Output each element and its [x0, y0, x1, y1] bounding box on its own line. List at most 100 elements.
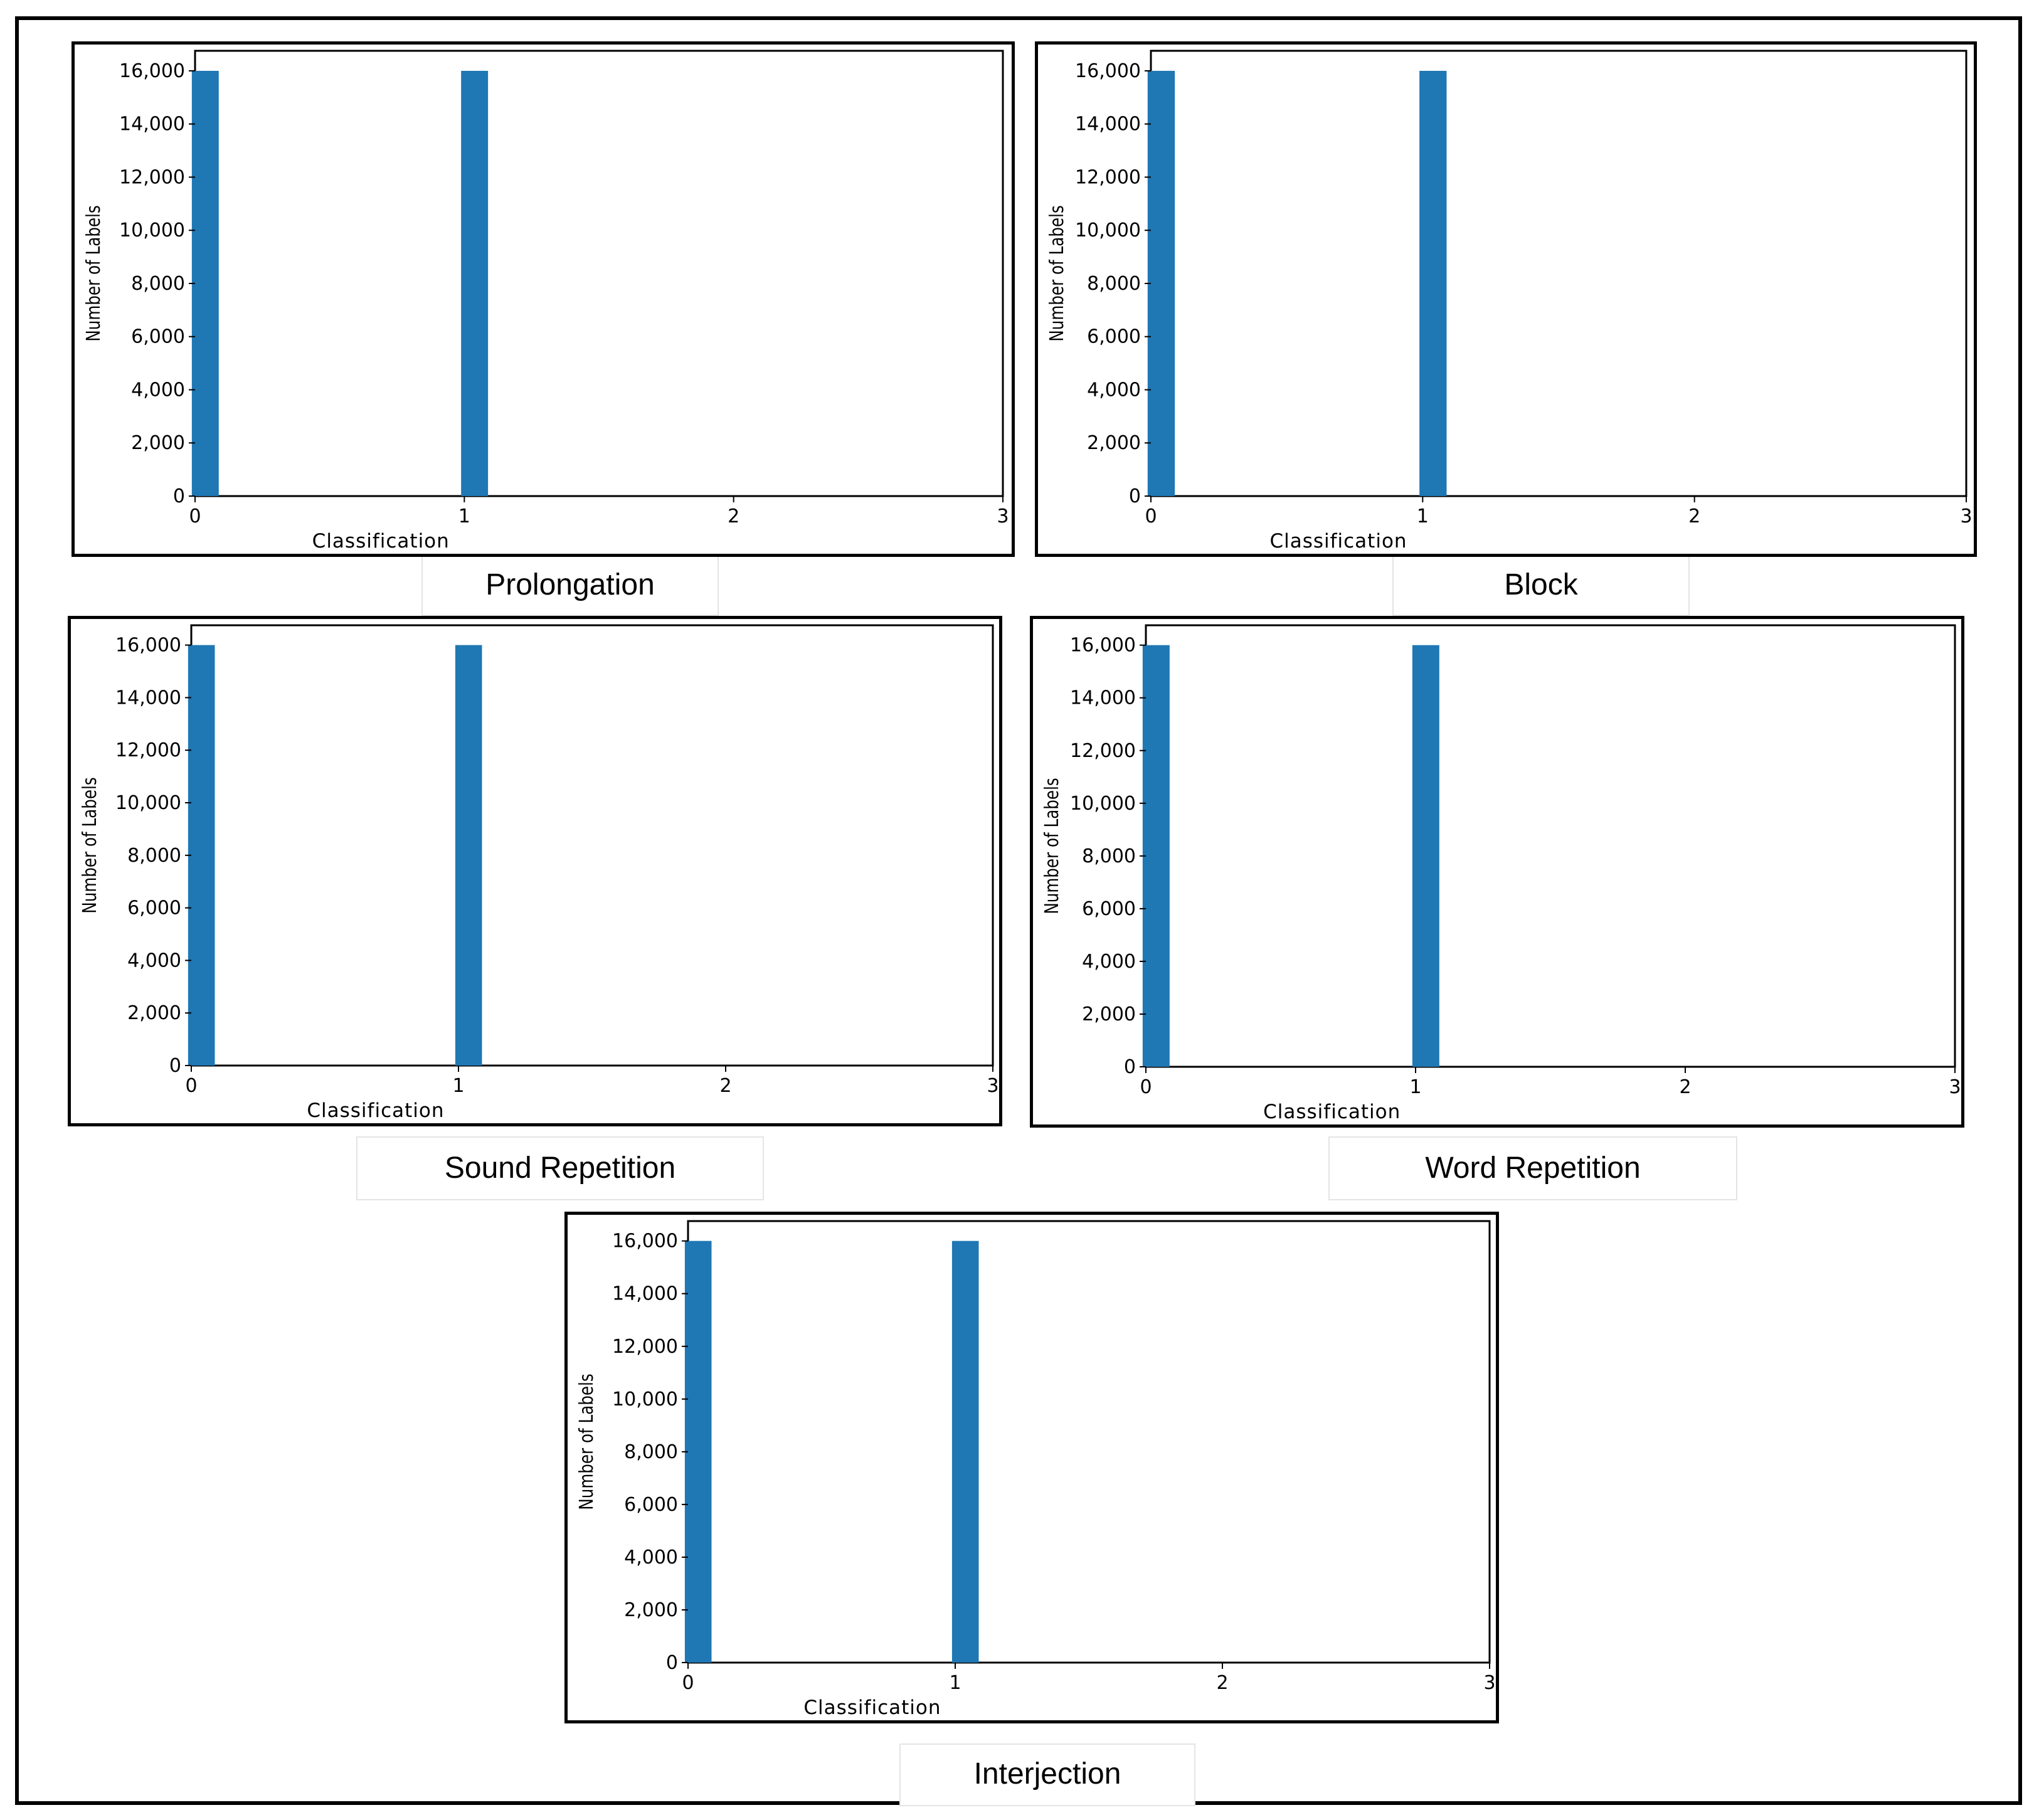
y-tick-label: 10,000	[1070, 793, 1136, 815]
y-tick-label: 6,000	[131, 326, 185, 348]
bar-0	[191, 70, 219, 496]
plot-area-frame	[194, 50, 1004, 497]
plot-area-frame	[1145, 624, 1956, 1068]
x-tick-label: 0	[1145, 505, 1157, 527]
y-tick-label: 12,000	[115, 739, 181, 761]
x-tick-label: 3	[1949, 1076, 1961, 1098]
caption-block: Block	[1392, 557, 1690, 616]
y-tick-label: 0	[1124, 1056, 1136, 1078]
y-tick-label: 8,000	[624, 1441, 678, 1463]
y-tick-label: 16,000	[1075, 60, 1141, 82]
y-tick-label: 0	[173, 485, 185, 507]
x-tick-label: 1	[1409, 1076, 1421, 1098]
y-tick-label: 8,000	[1087, 273, 1141, 295]
plot-area-frame	[1150, 50, 1968, 497]
x-tick-label: 3	[997, 505, 1009, 527]
y-tick-label: 16,000	[612, 1230, 678, 1252]
x-tick-label: 3	[987, 1075, 998, 1097]
x-tick-label: 0	[682, 1672, 694, 1694]
y-tick-label: 12,000	[1070, 740, 1136, 762]
y-axis-label: Number of Labels	[576, 1373, 598, 1510]
x-tick-label: 3	[1960, 505, 1972, 527]
y-tick-label: 14,000	[612, 1283, 678, 1305]
chart-panel-sound-repetition: 0 2,000 4,000 6,000 8,000 10,000 12,000 14,000 1…	[68, 616, 1002, 1126]
y-tick-label: 0	[169, 1055, 181, 1077]
x-tick-label: 2	[719, 1075, 731, 1097]
y-tick-label: 2,000	[624, 1599, 678, 1621]
x-axis-label: Classification	[1269, 530, 1407, 553]
y-tick-label: 14,000	[119, 114, 185, 135]
x-tick-label: 0	[185, 1075, 197, 1097]
y-axis-label: Number of Labels	[1047, 205, 1068, 341]
bar-0	[188, 645, 215, 1066]
y-tick-label: 4,000	[624, 1547, 678, 1569]
x-tick-label: 2	[1688, 505, 1700, 527]
y-tick-label: 0	[666, 1652, 678, 1674]
y-tick-label: 14,000	[1075, 114, 1141, 135]
histogram-block: 0 2,000 4,000 6,000 8,000 10,000 12,000 14,000 1…	[1047, 50, 1973, 553]
x-tick-label: 1	[452, 1075, 464, 1097]
chart-panel-block: 0 2,000 4,000 6,000 8,000 10,000 12,000 14,000 1…	[1035, 41, 1977, 557]
y-tick-label: 14,000	[1070, 687, 1136, 709]
y-tick-label: 6,000	[127, 897, 181, 919]
x-axis-label: Classification	[307, 1099, 444, 1122]
x-tick-label: 2	[728, 505, 739, 527]
x-tick-label: 0	[189, 505, 201, 527]
y-tick-label: 8,000	[127, 845, 181, 867]
y-tick-label: 2,000	[1082, 1003, 1136, 1025]
histogram-interjection: 0 2,000 4,000 6,000 8,000 10,000 12,000 14,000 1…	[576, 1220, 1496, 1719]
y-tick-label: 4,000	[131, 379, 185, 401]
x-axis-label: Classification	[1263, 1101, 1401, 1123]
x-tick-label: 0	[1140, 1076, 1152, 1098]
chart-panel-word-repetition: 0 2,000 4,000 6,000 8,000 10,000 12,000 14,000 1…	[1030, 616, 1964, 1128]
histogram-prolongation: 0 2,000 4,000 6,000 8,000 10,000 12,000 14,000 1…	[83, 50, 1009, 553]
caption-sound-repetition: Sound Repetition	[356, 1136, 764, 1200]
y-tick-label: 12,000	[1075, 166, 1141, 188]
y-tick-label: 8,000	[1082, 845, 1136, 867]
caption-word-repetition: Word Repetition	[1328, 1136, 1737, 1200]
bar-1	[455, 645, 482, 1066]
y-axis-label: Number of Labels	[1042, 778, 1063, 914]
bar-0	[1147, 70, 1175, 496]
x-axis-label: Classification	[803, 1696, 941, 1719]
y-tick-label: 12,000	[612, 1336, 678, 1358]
plot-area-frame	[687, 1220, 1491, 1664]
y-tick-label: 16,000	[1070, 635, 1136, 657]
histogram-word-repetition: 0 2,000 4,000 6,000 8,000 10,000 12,000 14,000 1…	[1042, 624, 1961, 1123]
y-tick-label: 4,000	[1082, 951, 1136, 973]
y-tick-label: 10,000	[612, 1389, 678, 1410]
bar-1	[1419, 70, 1447, 496]
x-tick-label: 1	[458, 505, 470, 527]
x-tick-label: 1	[949, 1672, 961, 1694]
y-tick-label: 2,000	[1087, 432, 1141, 454]
y-tick-label: 12,000	[119, 166, 185, 188]
x-tick-label: 1	[1417, 505, 1429, 527]
plot-area-frame	[190, 624, 994, 1067]
y-tick-label: 2,000	[127, 1002, 181, 1024]
chart-panel-interjection: 0 2,000 4,000 6,000 8,000 10,000 12,000 14,000 1…	[564, 1212, 1499, 1723]
y-axis-label: Number of Labels	[80, 777, 101, 913]
y-tick-label: 6,000	[1087, 326, 1141, 348]
y-tick-label: 2,000	[131, 432, 185, 454]
y-tick-label: 10,000	[119, 220, 185, 241]
bar-1	[461, 70, 489, 496]
y-tick-label: 0	[1129, 485, 1141, 507]
y-tick-label: 10,000	[1075, 220, 1141, 241]
y-tick-label: 4,000	[127, 950, 181, 971]
x-axis-label: Classification	[312, 530, 450, 553]
x-tick-label: 2	[1216, 1672, 1228, 1694]
y-axis-label: Number of Labels	[83, 205, 105, 341]
y-tick-label: 16,000	[119, 60, 185, 82]
x-tick-label: 3	[1483, 1672, 1495, 1694]
chart-panel-prolongation: 0 2,000 4,000 6,000 8,000 10,000 12,000 14,000 1…	[71, 41, 1015, 557]
x-tick-label: 2	[1679, 1076, 1691, 1098]
y-tick-label: 6,000	[1082, 898, 1136, 920]
y-tick-label: 6,000	[624, 1494, 678, 1516]
bar-0	[684, 1241, 712, 1663]
caption-prolongation: Prolongation	[421, 557, 719, 616]
caption-interjection: Interjection	[899, 1743, 1195, 1806]
y-tick-label: 16,000	[115, 635, 181, 657]
y-tick-label: 4,000	[1087, 379, 1141, 401]
y-tick-label: 14,000	[115, 687, 181, 709]
bar-1	[951, 1241, 979, 1663]
